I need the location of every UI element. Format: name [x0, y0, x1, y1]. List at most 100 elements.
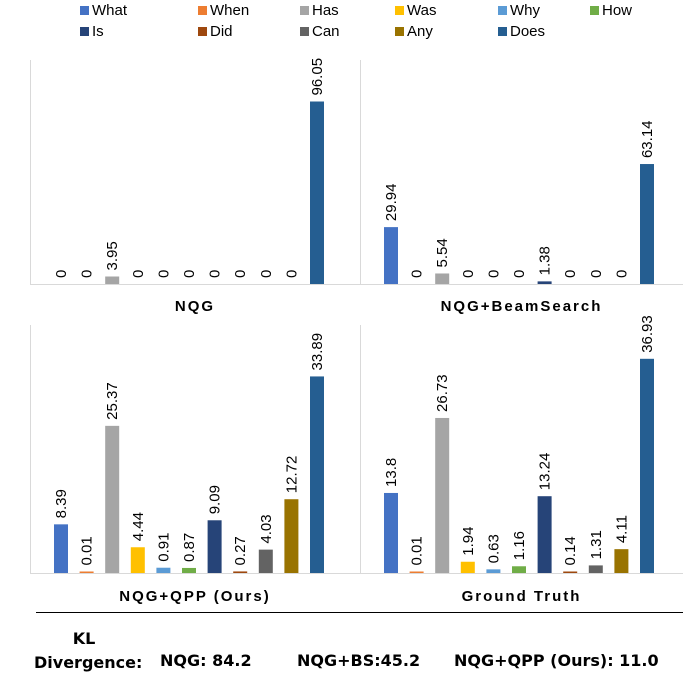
data-label-is: 1.38: [537, 246, 554, 275]
bar-does: [640, 164, 654, 284]
legend-item-has: Has: [300, 2, 339, 20]
legend-item-what: What: [80, 2, 127, 20]
bar-how: [512, 566, 526, 573]
chart-panel-nqg-qpp: 8.39 0.01 25.37 4.44 0.91 0.87 9.09 0.27 4.03 12.…: [30, 325, 360, 610]
bar-any: [284, 499, 299, 573]
legend-item-was: Was: [395, 2, 436, 20]
data-label-can: 0: [258, 270, 275, 278]
kl-nqg-bs-value: NQG+BS:45.2: [297, 651, 421, 670]
data-label-why: 0.63: [485, 534, 502, 563]
data-label-did: 0.14: [562, 536, 579, 565]
legend-swatch: [80, 6, 89, 15]
legend-label: What: [92, 2, 128, 19]
legend-label: How: [602, 2, 633, 19]
data-label-when: 0: [409, 270, 426, 278]
legend-label: Did: [210, 23, 233, 40]
legend-label: Has: [312, 2, 339, 19]
bar-why: [486, 569, 501, 573]
legend-item-is: Is: [80, 23, 104, 41]
legend-item-when: When: [198, 2, 249, 20]
divider-rule: [36, 612, 683, 613]
data-label-has: 26.73: [434, 374, 451, 412]
data-label-when: 0.01: [79, 536, 96, 565]
bar-how: [182, 567, 196, 573]
bar-why: [156, 567, 171, 573]
data-label-any: 0: [283, 270, 300, 278]
data-label-when: 0: [79, 270, 96, 278]
bar-when: [409, 571, 424, 573]
bar-has: [435, 417, 450, 573]
data-label-how: 0: [511, 270, 528, 278]
bar-does: [310, 376, 324, 573]
legend-swatch: [300, 6, 309, 15]
data-label-why: 0: [155, 270, 172, 278]
legend-label: Any: [407, 23, 433, 40]
data-label-was: 4.44: [130, 512, 147, 541]
kl-divergence-label: KL Divergence:: [34, 629, 143, 672]
data-label-can: 1.31: [588, 530, 605, 559]
legend-swatch: [300, 27, 309, 36]
legend-label: Does: [510, 23, 546, 40]
bar-was: [130, 547, 145, 573]
data-label-when: 0.01: [409, 536, 426, 565]
bar-has: [105, 276, 120, 284]
bar-can: [258, 549, 273, 573]
chart-panel-nqg: 0 0 3.95 0 0 0 0 0 0 0 96.05 NQG: [30, 58, 360, 320]
bar-is: [537, 496, 552, 573]
data-label-why: 0: [485, 270, 502, 278]
bar-is: [537, 281, 552, 284]
legend-label: Was: [407, 2, 437, 19]
legend-label: Why: [510, 2, 540, 19]
data-label-has: 5.54: [434, 238, 451, 267]
bar-what: [384, 492, 398, 573]
chart-plot-nqg-qpp: 8.39 0.01 25.37 4.44 0.91 0.87 9.09 0.27 4.03 12.…: [30, 325, 360, 574]
panel-title: NQG+QPP (Ours): [119, 588, 271, 605]
legend-item-any: Any: [395, 23, 433, 41]
bar-has: [435, 273, 450, 284]
bar-what: [384, 227, 398, 284]
legend-item-why: Why: [498, 2, 540, 20]
data-label-any: 4.11: [613, 515, 630, 543]
data-label-has: 25.37: [104, 382, 121, 420]
bar-any: [614, 549, 629, 573]
data-label-does: 33.89: [309, 333, 326, 371]
legend-swatch: [395, 6, 404, 15]
data-label-any: 12.72: [283, 456, 300, 494]
data-label-is: 9.09: [207, 485, 224, 514]
data-label-was: 0: [460, 270, 477, 278]
kl-nqg-value: NQG: 84.2: [160, 651, 252, 670]
data-label-how: 1.16: [511, 531, 528, 560]
legend-label: Can: [312, 23, 340, 40]
data-label-can: 0: [588, 270, 605, 278]
data-label-did: 0: [562, 270, 579, 278]
bar-did: [563, 571, 578, 573]
legend-item-can: Can: [300, 23, 340, 41]
data-label-can: 4.03: [258, 514, 275, 543]
legend-swatch: [198, 27, 207, 36]
legend-swatch: [498, 6, 507, 15]
bar-was: [460, 561, 475, 573]
chart-panel-ground-truth: 13.8 0.01 26.73 1.94 0.63 1.16 13.24 0.14 1.31 4.…: [360, 315, 683, 610]
bar-can: [588, 565, 603, 573]
data-label-any: 0: [613, 270, 630, 278]
data-label-does: 96.05: [309, 58, 326, 96]
data-label-is: 0: [207, 270, 224, 278]
kl-nqg-qpp-value: NQG+QPP (Ours): 11.0: [454, 651, 659, 670]
bar-does: [310, 101, 324, 284]
bar-when: [79, 571, 94, 573]
legend-item-did: Did: [198, 23, 233, 41]
chart-plot-nqg: 0 03.950 0 0 0 0 0 096.05: [30, 58, 360, 285]
chart-legend: What When Has Was Why How Is Did Can Any Does: [80, 2, 680, 46]
bar-does: [640, 358, 654, 573]
panel-title: Ground Truth: [461, 588, 582, 605]
chart-panel-nqg-beamsearch: 29.94 0 5.54 0 0 0 1.38 0 0 0 63.14 NQG+BeamSearch: [360, 60, 683, 320]
data-label-why: 0.91: [155, 533, 172, 562]
data-label-what: 8.39: [53, 489, 70, 518]
legend-label: When: [210, 2, 250, 19]
legend-swatch: [590, 6, 599, 15]
data-label-did: 0.27: [232, 536, 249, 565]
bar-has: [105, 425, 120, 573]
legend-label: Is: [92, 23, 104, 40]
bar-did: [233, 571, 248, 573]
